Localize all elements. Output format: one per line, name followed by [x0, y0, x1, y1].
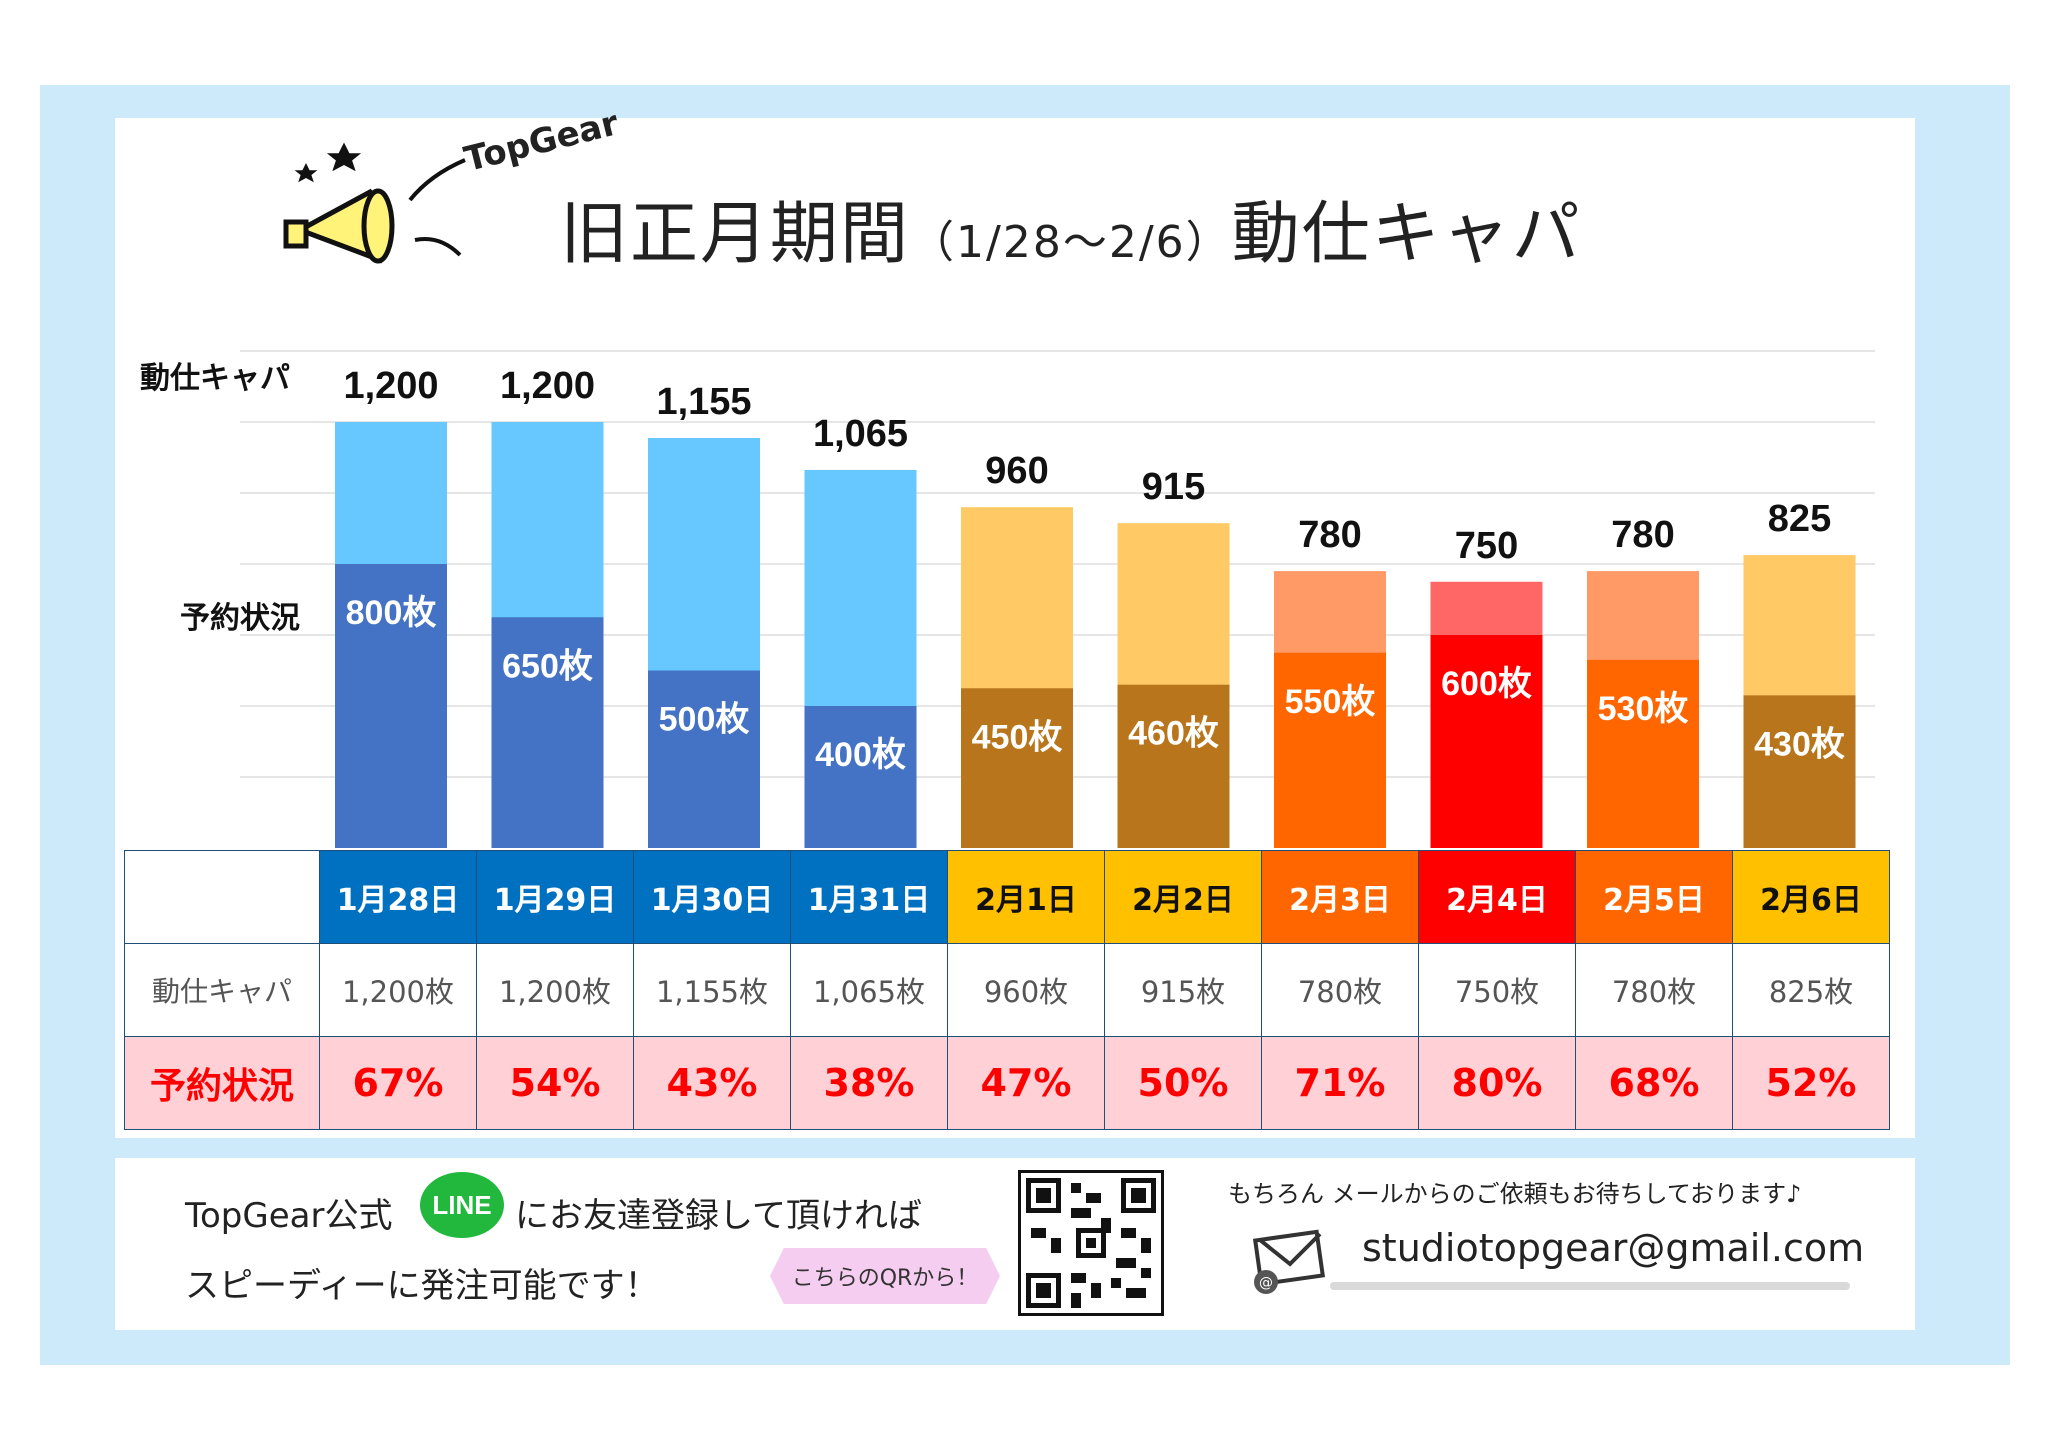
table-row-head-booking: 予約状況	[124, 1036, 320, 1130]
table-capacity-cell: 780枚	[1575, 943, 1733, 1037]
mail-icon: @	[1252, 1229, 1326, 1294]
table-capacity-cell: 825枚	[1732, 943, 1890, 1037]
table-corner-cell	[124, 850, 320, 944]
table-capacity-cell: 1,200枚	[476, 943, 634, 1037]
table-date-cell: 2月5日	[1575, 850, 1733, 944]
footer-line1-post: にお友達登録して頂ければ	[515, 1196, 922, 1236]
table-date-cell: 2月2日	[1104, 850, 1262, 944]
table-capacity-cell: 1,065枚	[790, 943, 948, 1037]
table-booking-cell: 38%	[790, 1036, 948, 1130]
table-booking-cell: 67%	[319, 1036, 477, 1130]
table-date-cell: 1月29日	[476, 850, 634, 944]
table-row-booking: 予約状況 67% 54% 43% 38% 47% 50% 71% 80% 68% 52%	[124, 1036, 1890, 1130]
table-capacity-cell: 750枚	[1418, 943, 1576, 1037]
table-row-dates: 1月28日 1月29日 1月30日 1月31日 2月1日 2月2日 2月3日 2月4日 2月5日…	[124, 850, 1890, 944]
table-date-cell: 1月31日	[790, 850, 948, 944]
qr-tag-label: こちらのQRから！	[770, 1248, 1000, 1304]
table-capacity-cell: 1,155枚	[633, 943, 791, 1037]
table-date-cell: 2月1日	[947, 850, 1105, 944]
table-capacity-cell: 780枚	[1261, 943, 1419, 1037]
footer-email[interactable]: studiotopgear@gmail.com	[1362, 1226, 1865, 1270]
table-booking-cell: 80%	[1418, 1036, 1576, 1130]
footer-line1-pre: TopGear公式	[185, 1196, 393, 1236]
page-title: 旧正月期間（1/28～2/6）動仕キャパ	[560, 178, 1582, 277]
qr-code-icon[interactable]	[1018, 1170, 1164, 1316]
table-capacity-cell: 960枚	[947, 943, 1105, 1037]
table-booking-cell: 50%	[1104, 1036, 1262, 1130]
footer-mail-note: もちろん メールからのご依頼もお待ちしております♪	[1228, 1180, 1802, 1208]
table-date-cell: 1月30日	[633, 850, 791, 944]
table-booking-cell: 71%	[1261, 1036, 1419, 1130]
table-row-head-capacity: 動仕キャパ	[124, 943, 320, 1037]
table-date-cell: 1月28日	[319, 850, 477, 944]
table-capacity-cell: 1,200枚	[319, 943, 477, 1037]
footer-panel	[115, 1158, 1915, 1330]
line-badge-icon[interactable]: LINE	[420, 1172, 504, 1238]
table-booking-cell: 52%	[1732, 1036, 1890, 1130]
table-booking-cell: 47%	[947, 1036, 1105, 1130]
table-row-capacity: 動仕キャパ 1,200枚 1,200枚 1,155枚 1,065枚 960枚 915枚 78…	[124, 943, 1890, 1037]
table-date-cell: 2月6日	[1732, 850, 1890, 944]
table-date-cell: 2月3日	[1261, 850, 1419, 944]
summary-table: 1月28日 1月29日 1月30日 1月31日 2月1日 2月2日 2月3日 2月4日 2月5日…	[124, 850, 1890, 1130]
title-main: 旧正月期間	[560, 195, 911, 274]
svg-text:@: @	[1259, 1275, 1273, 1291]
table-date-cell: 2月4日	[1418, 850, 1576, 944]
table-capacity-cell: 915枚	[1104, 943, 1262, 1037]
footer-line2: スピーディーに発注可能です！	[185, 1266, 659, 1306]
table-booking-cell: 54%	[476, 1036, 634, 1130]
title-tail: 動仕キャパ	[1231, 195, 1582, 274]
email-underline	[1330, 1282, 1850, 1290]
table-booking-cell: 68%	[1575, 1036, 1733, 1130]
title-period: （1/28～2/6）	[910, 217, 1232, 268]
megaphone-icon	[283, 142, 466, 264]
table-booking-cell: 43%	[633, 1036, 791, 1130]
